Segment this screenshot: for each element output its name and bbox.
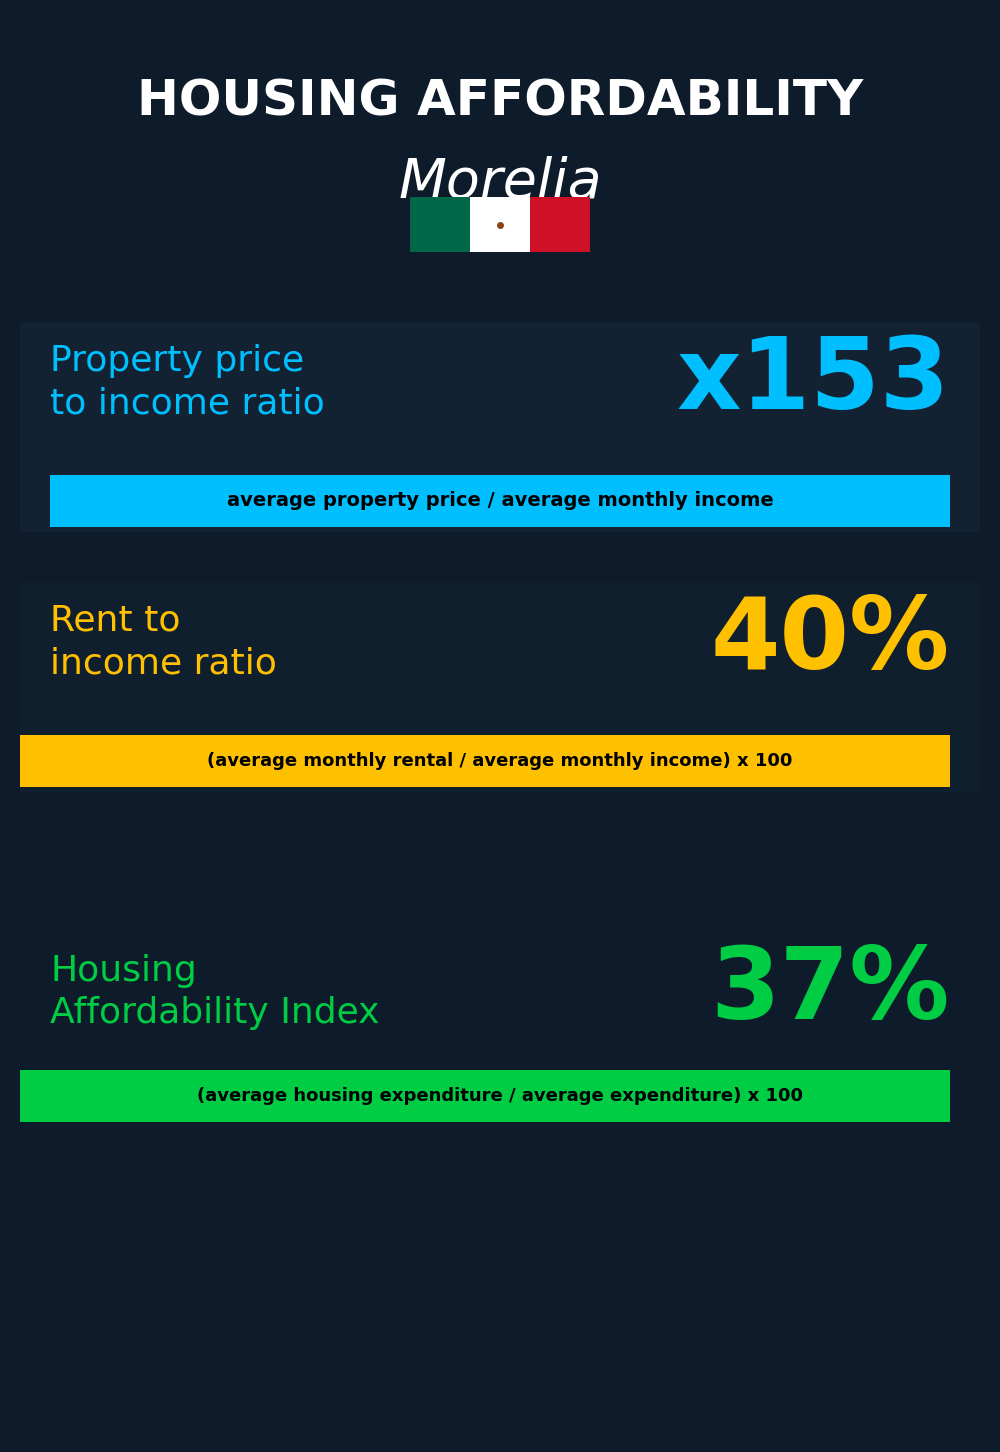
FancyBboxPatch shape [20,735,950,787]
FancyBboxPatch shape [20,322,980,531]
Text: Rent to
income ratio: Rent to income ratio [50,604,277,680]
Text: Morelia: Morelia [398,155,602,209]
FancyBboxPatch shape [50,475,950,527]
Text: Property price
to income ratio: Property price to income ratio [50,344,325,420]
Text: average property price / average monthly income: average property price / average monthly… [227,491,773,511]
Text: 40%: 40% [711,594,950,691]
Text: (average monthly rental / average monthly income) x 100: (average monthly rental / average monthl… [207,752,793,770]
FancyBboxPatch shape [530,197,590,253]
FancyBboxPatch shape [20,582,980,791]
FancyBboxPatch shape [410,197,470,253]
FancyBboxPatch shape [470,197,530,253]
Text: HOUSING AFFORDABILITY: HOUSING AFFORDABILITY [137,78,863,126]
Text: (average housing expenditure / average expenditure) x 100: (average housing expenditure / average e… [197,1088,803,1105]
Text: Housing
Affordability Index: Housing Affordability Index [50,954,380,1029]
FancyBboxPatch shape [20,1070,950,1122]
Text: 37%: 37% [711,944,950,1041]
Text: x153: x153 [677,334,950,430]
